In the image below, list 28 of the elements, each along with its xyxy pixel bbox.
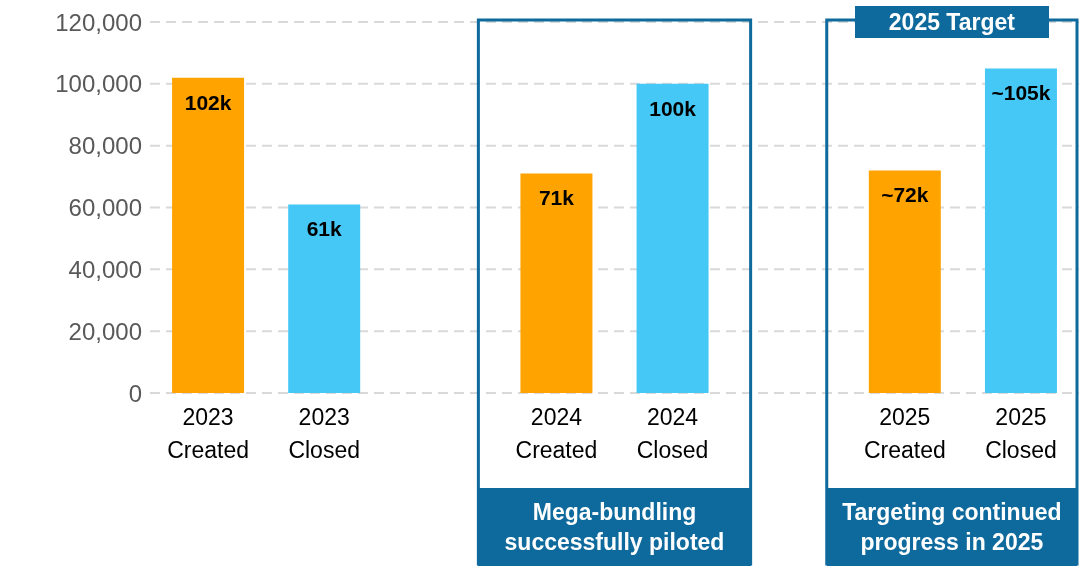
annotation: 2025 Target (854, 6, 1049, 38)
bar (288, 204, 361, 393)
x-tick-label: 2023 Closed (288, 404, 360, 463)
bar (984, 68, 1057, 393)
data-label: 100k (649, 96, 697, 120)
text: Targeting continued progress in 2025 (826, 488, 1077, 566)
data-label: 102k (184, 90, 232, 114)
x-tick-label: 2024 Closed (636, 404, 709, 463)
text: Mega-bundling successfully piloted (478, 488, 751, 566)
bar (520, 173, 593, 393)
x-tick-label: 2024 Created (515, 404, 598, 463)
bar (636, 83, 709, 393)
bar (868, 170, 941, 393)
x-tick-label: 2023 Created (167, 404, 249, 463)
y-tick-label: 120,000 (55, 8, 142, 36)
x-tick-label: 2025 Created (863, 404, 946, 463)
data-label: ~105k (991, 81, 1051, 105)
y-tick-label: 60,000 (68, 194, 142, 222)
y-tick-label: 40,000 (68, 255, 142, 283)
data-label: 61k (306, 217, 343, 241)
y-tick-label: 100,000 (55, 70, 142, 98)
x-tick-label: 2025 Closed (985, 404, 1057, 463)
bar (172, 77, 245, 393)
data-label: ~72k (881, 183, 929, 207)
data-label: 71k (538, 186, 575, 210)
y-tick-label: 80,000 (68, 132, 142, 160)
y-tick-label: 0 (128, 379, 142, 407)
y-tick-label: 20,000 (68, 317, 142, 345)
